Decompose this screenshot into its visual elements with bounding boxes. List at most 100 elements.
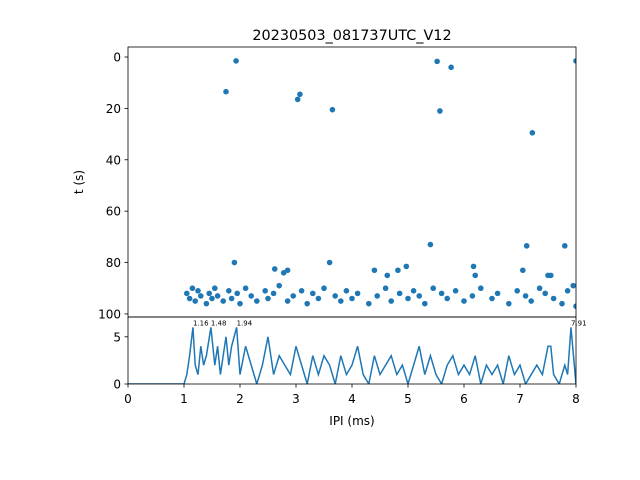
axes-frame [127,316,577,385]
point [209,295,215,302]
point [559,300,565,307]
x-axis-label: IPI (ms) [329,414,374,428]
point [354,290,361,297]
point [228,295,235,302]
point [195,287,201,294]
plot-area [184,58,576,310]
point [237,300,243,307]
point [452,287,459,294]
point [548,272,554,279]
point [214,293,221,299]
x-tick-label: 6 [460,392,468,406]
point [321,285,327,292]
point [234,290,240,297]
point [212,285,218,292]
point [203,300,210,307]
point [332,293,339,299]
point [573,58,576,64]
point [469,293,476,299]
point [284,267,291,274]
point [186,295,193,302]
point [294,96,301,103]
point [529,130,536,136]
point [276,282,283,289]
line [128,327,576,384]
point [395,267,401,274]
point [448,64,454,71]
point [253,298,260,304]
point [220,298,226,304]
point [403,263,410,270]
point [262,287,269,294]
x-tick-label: 2 [236,392,244,406]
annotation: 1.94 [237,319,253,327]
x-tick-label: 8 [572,392,580,406]
point [396,290,403,297]
point [192,298,198,304]
y-tick-label: 80 [106,256,121,270]
point [304,300,311,307]
point [422,300,428,307]
point [570,282,576,289]
point [290,293,297,299]
point [438,290,445,297]
point [184,290,190,297]
y-axis-label: t (s) [72,170,86,194]
x-tick-label: 7 [516,392,524,406]
point [478,285,484,292]
annotation: 1.16 [193,319,209,327]
point [536,285,543,292]
x-tick-label: 3 [292,392,300,406]
point [366,300,372,307]
point [562,243,568,249]
point [437,108,443,114]
point [326,259,333,266]
x-tick-label: 1 [180,392,188,406]
point [528,298,534,304]
annotation: 1.48 [211,319,227,327]
point [315,295,322,302]
point [271,266,278,272]
point [226,287,232,294]
point [349,295,355,302]
point [470,263,477,270]
point [506,300,512,307]
point [550,295,557,302]
y-tick-label: 60 [106,205,121,219]
point [298,287,305,294]
point [233,58,239,64]
y-tick-label: 20 [106,102,121,116]
point [405,295,411,302]
point [242,285,249,292]
point [542,290,548,297]
point [388,298,395,304]
point [265,295,271,302]
point [564,287,571,294]
y-tick-label: 0 [113,51,121,65]
point [461,298,467,304]
point [374,293,381,299]
point [444,295,451,302]
point [522,293,529,299]
plot-area [128,327,576,384]
point [198,293,204,299]
point [297,91,303,98]
y-tick-label: 0 [113,378,121,392]
point [231,259,238,266]
x-tick-label: 5 [404,392,412,406]
x-tick-label: 0 [124,392,132,406]
point [430,285,437,292]
chart-title: 20230503_081737UTC_V12 [252,28,451,44]
point [248,293,254,299]
point [189,285,196,292]
point [206,290,212,297]
point [338,298,344,304]
point [416,293,423,299]
point [310,290,316,297]
point [494,290,501,297]
point [410,287,417,294]
point [329,106,336,113]
point [371,267,378,274]
point [343,287,350,294]
